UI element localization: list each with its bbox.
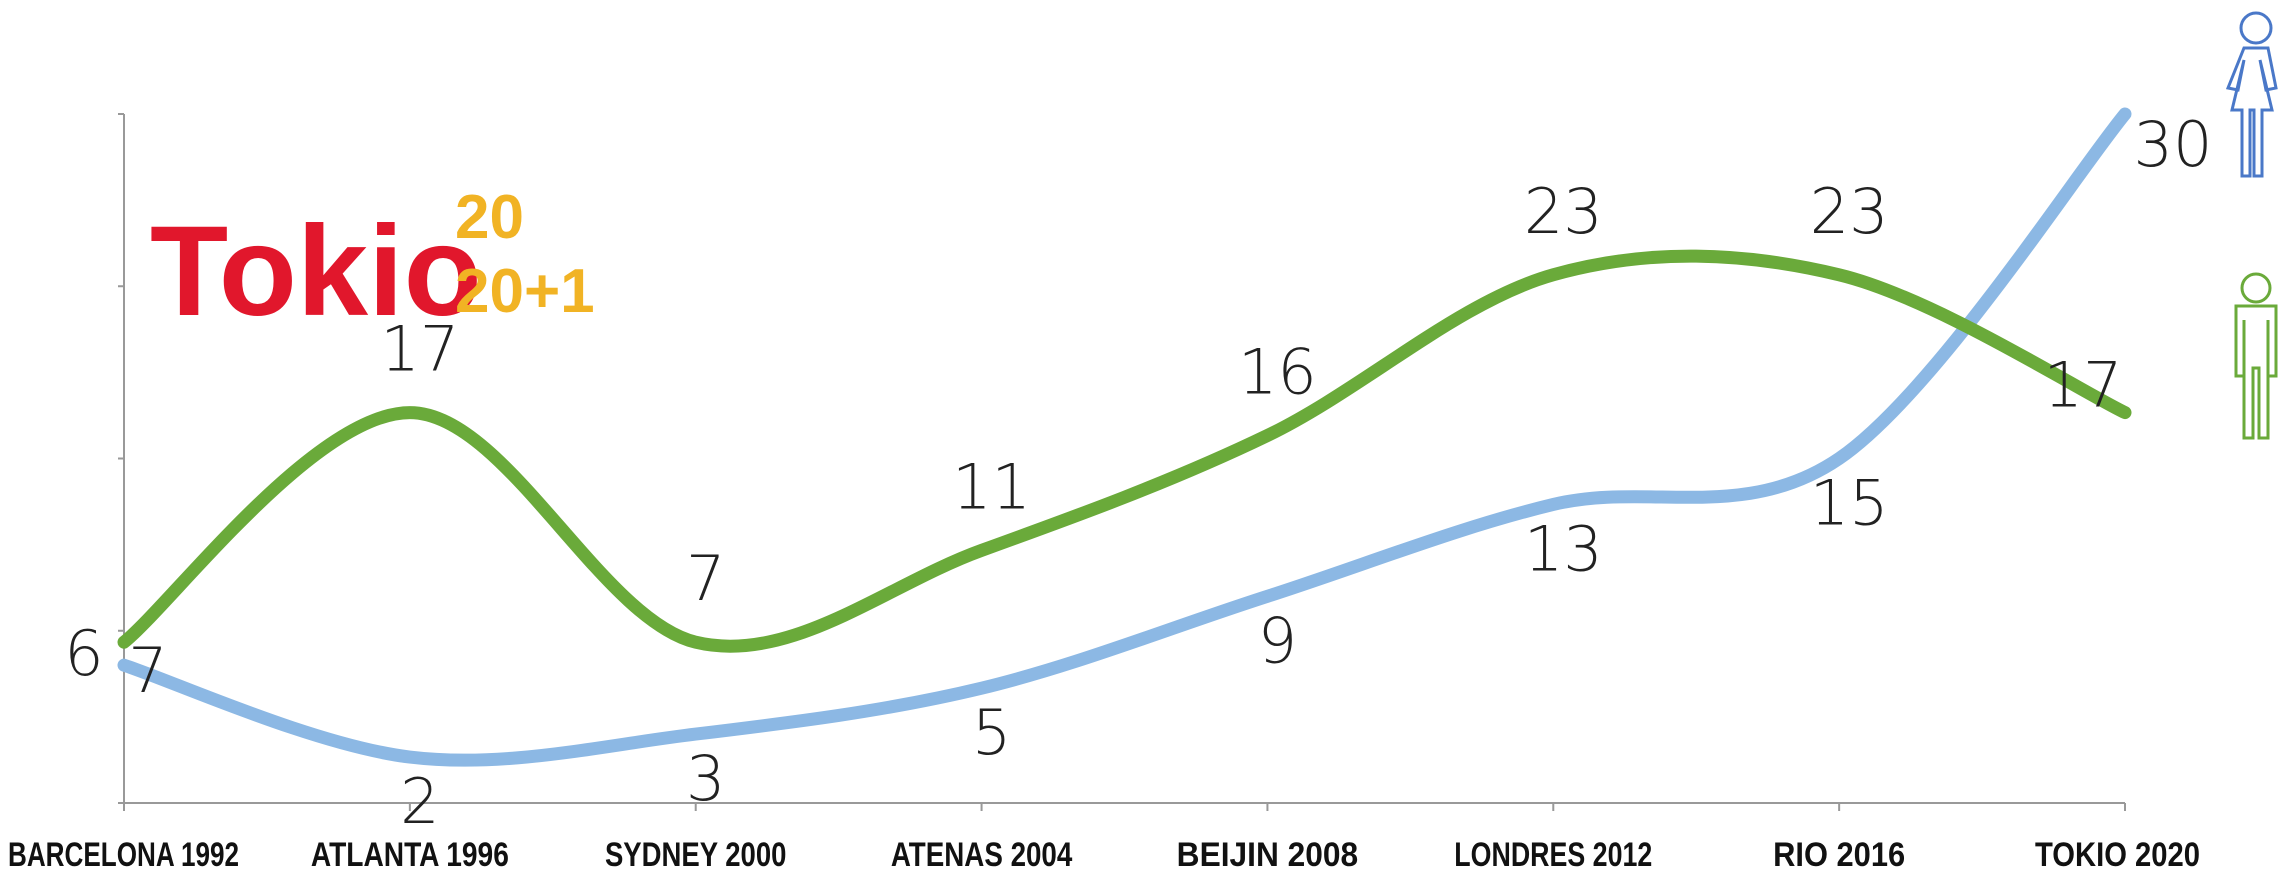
data-label: 16 xyxy=(1238,336,1317,409)
x-tick-label: BEIJIN 2008 xyxy=(1177,836,1359,873)
logo-name: Tokio xyxy=(150,200,482,343)
data-label: 17 xyxy=(2044,349,2123,422)
x-tick-label: ATLANTA 1996 xyxy=(311,836,509,873)
x-tick-label: ATENAS 2004 xyxy=(891,836,1073,873)
data-label: 30 xyxy=(2134,108,2213,181)
data-label: 17 xyxy=(380,313,459,386)
x-tick-label: SYDNEY 2000 xyxy=(605,836,787,873)
data-label: 13 xyxy=(1524,512,1603,585)
data-label: 5 xyxy=(972,696,1011,769)
data-label: 7 xyxy=(128,634,167,707)
series-line xyxy=(117,249,2132,653)
x-tick-label: LONDRES 2012 xyxy=(1454,836,1652,873)
data-label: 23 xyxy=(1524,175,1603,248)
man-icon xyxy=(2234,272,2278,440)
data-label: 15 xyxy=(1810,467,1889,540)
data-label: 2 xyxy=(400,765,439,838)
series-line xyxy=(117,107,2132,767)
data-label: 11 xyxy=(952,450,1031,523)
logo-year: 20+1 xyxy=(455,257,595,326)
data-label: 3 xyxy=(686,742,725,815)
data-label: 6 xyxy=(64,617,103,690)
data-label: 7 xyxy=(686,542,725,615)
data-label: 23 xyxy=(1810,175,1889,248)
x-tick-label: TOKIO 2020 xyxy=(2035,836,2200,873)
woman-icon xyxy=(2225,11,2278,178)
x-tick-label: BARCELONA 1992 xyxy=(8,836,239,873)
logo: Tokio 20 20+1 xyxy=(150,183,595,343)
data-label: 9 xyxy=(1258,604,1297,677)
logo-year: 20 xyxy=(455,183,524,252)
x-tick-label: RIO 2016 xyxy=(1773,836,1905,873)
